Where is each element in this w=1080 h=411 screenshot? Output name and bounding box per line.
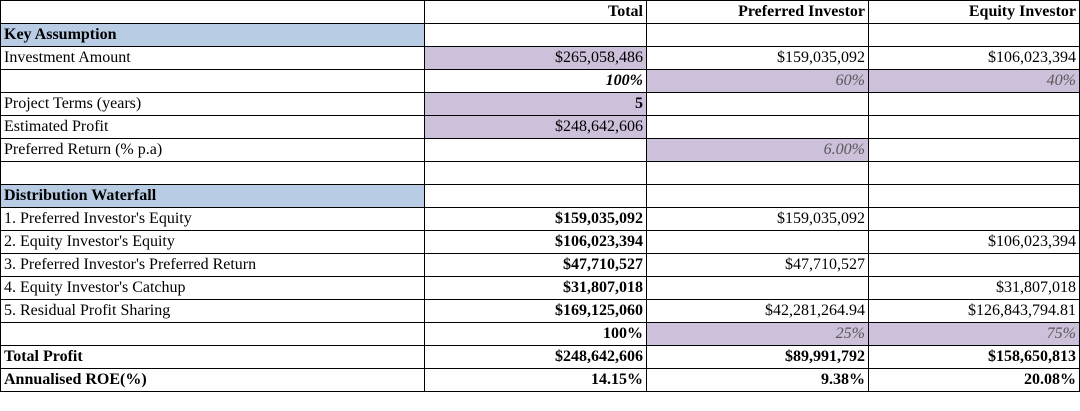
section-title-key-assumption[interactable]: Key Assumption (0, 23, 425, 47)
header-row: Total Preferred Investor Equity Investor (0, 0, 1080, 24)
total-profit-preferred-cell[interactable]: $89,991,792 (646, 345, 869, 369)
empty-cell[interactable] (646, 115, 869, 139)
empty-cell[interactable] (868, 138, 1080, 162)
profit-total-cell[interactable]: $248,642,606 (424, 115, 647, 139)
total-profit-row: Total Profit $248,642,606 $89,991,792 $1… (0, 345, 1080, 369)
row-label[interactable]: Investment Amount (0, 46, 425, 70)
profit-row: Estimated Profit $248,642,606 (0, 115, 1080, 139)
waterfall-row: 2. Equity Investor's Equity $106,023,394… (0, 230, 1080, 254)
row-label[interactable]: Annualised ROE(%) (0, 368, 425, 392)
preferred-return-cell[interactable]: 6.00% (646, 138, 869, 162)
share-row: 100% 60% 40% (0, 69, 1080, 93)
waterfall-row: 3. Preferred Investor's Preferred Return… (0, 253, 1080, 277)
total-profit-equity-cell[interactable]: $158,650,813 (868, 345, 1080, 369)
preferred-return-row: Preferred Return (% p.a) 6.00% (0, 138, 1080, 162)
empty-cell[interactable] (646, 184, 869, 208)
empty-cell[interactable] (424, 138, 647, 162)
empty-cell[interactable] (646, 92, 869, 116)
empty-cell[interactable] (868, 92, 1080, 116)
empty-cell[interactable] (424, 184, 647, 208)
total-profit-total-cell[interactable]: $248,642,606 (424, 345, 647, 369)
empty-cell[interactable] (0, 161, 425, 185)
share-preferred-cell[interactable]: 60% (646, 69, 869, 93)
share-equity-cell[interactable]: 40% (868, 69, 1080, 93)
row-label[interactable]: 4. Equity Investor's Catchup (0, 276, 425, 300)
waterfall-preferred-cell[interactable] (646, 230, 869, 254)
waterfall-equity-cell[interactable]: $106,023,394 (868, 230, 1080, 254)
split-equity-cell[interactable]: 75% (868, 322, 1080, 346)
row-label[interactable]: 1. Preferred Investor's Equity (0, 207, 425, 231)
waterfall-equity-cell[interactable]: $31,807,018 (868, 276, 1080, 300)
waterfall-equity-cell[interactable] (868, 253, 1080, 277)
investment-row: Investment Amount $265,058,486 $159,035,… (0, 46, 1080, 70)
row-label[interactable]: Total Profit (0, 345, 425, 369)
waterfall-total-cell[interactable]: $169,125,060 (424, 299, 647, 323)
waterfall-preferred-cell[interactable]: $47,710,527 (646, 253, 869, 277)
waterfall-total-cell[interactable]: $31,807,018 (424, 276, 647, 300)
waterfall-preferred-cell[interactable]: $42,281,264.94 (646, 299, 869, 323)
roe-preferred-cell[interactable]: 9.38% (646, 368, 869, 392)
roe-equity-cell[interactable]: 20.08% (868, 368, 1080, 392)
waterfall-row: 1. Preferred Investor's Equity $159,035,… (0, 207, 1080, 231)
waterfall-row: 5. Residual Profit Sharing $169,125,060 … (0, 299, 1080, 323)
split-total-cell[interactable]: 100% (424, 322, 647, 346)
empty-cell[interactable] (868, 161, 1080, 185)
waterfall-total-cell[interactable]: $106,023,394 (424, 230, 647, 254)
empty-cell[interactable] (0, 69, 425, 93)
empty-cell[interactable] (0, 322, 425, 346)
terms-total-cell[interactable]: 5 (424, 92, 647, 116)
empty-cell[interactable] (646, 23, 869, 47)
waterfall-total-cell[interactable]: $159,035,092 (424, 207, 647, 231)
share-total-cell[interactable]: 100% (424, 69, 647, 93)
row-label[interactable]: 3. Preferred Investor's Preferred Return (0, 253, 425, 277)
row-label[interactable]: Estimated Profit (0, 115, 425, 139)
investment-preferred-cell[interactable]: $159,035,092 (646, 46, 869, 70)
header-blank-cell[interactable] (0, 0, 425, 24)
section-header-row: Distribution Waterfall (0, 184, 1080, 208)
row-label[interactable]: Preferred Return (% p.a) (0, 138, 425, 162)
waterfall-equity-cell[interactable] (868, 207, 1080, 231)
split-row: 100% 25% 75% (0, 322, 1080, 346)
spacer-row (0, 161, 1080, 185)
section-title-waterfall[interactable]: Distribution Waterfall (0, 184, 425, 208)
terms-row: Project Terms (years) 5 (0, 92, 1080, 116)
waterfall-preferred-cell[interactable] (646, 276, 869, 300)
column-header-total[interactable]: Total (424, 0, 647, 24)
roe-total-cell[interactable]: 14.15% (424, 368, 647, 392)
empty-cell[interactable] (868, 115, 1080, 139)
investment-total-cell[interactable]: $265,058,486 (424, 46, 647, 70)
column-header-equity[interactable]: Equity Investor (868, 0, 1080, 24)
roe-row: Annualised ROE(%) 14.15% 9.38% 20.08% (0, 368, 1080, 392)
empty-cell[interactable] (424, 23, 647, 47)
empty-cell[interactable] (868, 184, 1080, 208)
waterfall-equity-cell[interactable]: $126,843,794.81 (868, 299, 1080, 323)
waterfall-row: 4. Equity Investor's Catchup $31,807,018… (0, 276, 1080, 300)
distribution-waterfall-sheet: Total Preferred Investor Equity Investor… (0, 0, 1080, 392)
empty-cell[interactable] (646, 161, 869, 185)
row-label[interactable]: 2. Equity Investor's Equity (0, 230, 425, 254)
waterfall-preferred-cell[interactable]: $159,035,092 (646, 207, 869, 231)
split-preferred-cell[interactable]: 25% (646, 322, 869, 346)
investment-equity-cell[interactable]: $106,023,394 (868, 46, 1080, 70)
section-header-row: Key Assumption (0, 23, 1080, 47)
row-label[interactable]: Project Terms (years) (0, 92, 425, 116)
column-header-preferred[interactable]: Preferred Investor (646, 0, 869, 24)
waterfall-total-cell[interactable]: $47,710,527 (424, 253, 647, 277)
row-label[interactable]: 5. Residual Profit Sharing (0, 299, 425, 323)
empty-cell[interactable] (424, 161, 647, 185)
empty-cell[interactable] (868, 23, 1080, 47)
